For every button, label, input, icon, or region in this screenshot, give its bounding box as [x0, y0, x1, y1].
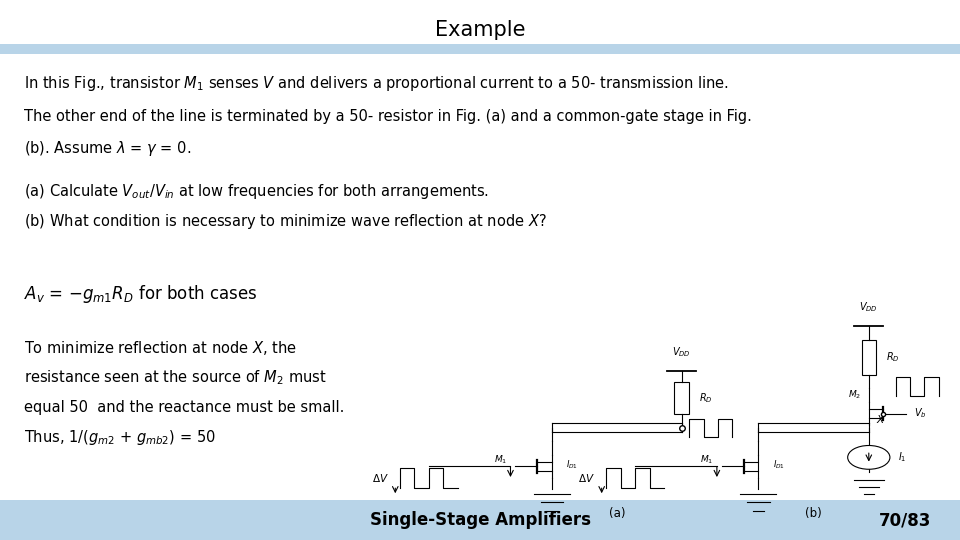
Text: (a) Calculate $\mathit{V}_{out}$/$\mathit{V}_{in}$ at low frequencies for both a: (a) Calculate $\mathit{V}_{out}$/$\mathi… [24, 182, 489, 201]
Text: $\Delta V$: $\Delta V$ [372, 472, 389, 484]
Text: $\mathit{A}_v$ = $-\mathit{g}_{m1}\mathit{R}_D$ for both cases: $\mathit{A}_v$ = $-\mathit{g}_{m1}\mathi… [24, 284, 257, 305]
Text: $M_1$: $M_1$ [700, 453, 713, 466]
Text: (a): (a) [609, 507, 625, 519]
Text: In this Fig., transistor $\mathit{M}_1$ senses $\mathit{V}$ and delivers a propo: In this Fig., transistor $\mathit{M}_1$ … [24, 74, 729, 93]
Text: $X$: $X$ [876, 413, 886, 425]
Text: resistance seen at the source of $\mathit{M}_2$ must: resistance seen at the source of $\mathi… [24, 369, 326, 387]
Text: 70/83: 70/83 [878, 511, 931, 529]
Text: $R_D$: $R_D$ [699, 391, 712, 405]
Text: $V_{DD}$: $V_{DD}$ [672, 345, 691, 359]
Text: $V_{DD}$: $V_{DD}$ [859, 300, 878, 314]
Circle shape [848, 446, 890, 469]
Bar [674, 382, 688, 414]
Text: To minimize reflection at node $\mathit{X}$, the: To minimize reflection at node $\mathit{… [24, 339, 297, 357]
Text: The other end of the line is terminated by a 50- resistor in Fig. (a) and a comm: The other end of the line is terminated … [24, 109, 752, 124]
Text: $R_D$: $R_D$ [886, 350, 900, 364]
Text: $M_2$: $M_2$ [848, 389, 861, 401]
Text: $I_{D1}$: $I_{D1}$ [773, 458, 785, 471]
Bar [861, 340, 876, 375]
Text: (b) What condition is necessary to minimize wave reflection at node $\mathit{X}$: (b) What condition is necessary to minim… [24, 212, 547, 231]
Text: $V_b$: $V_b$ [914, 407, 927, 421]
Text: $I_{D1}$: $I_{D1}$ [566, 458, 579, 471]
Bar [0, 44, 960, 54]
Text: Single-Stage Amplifiers: Single-Stage Amplifiers [370, 511, 590, 529]
Text: Thus, $1/(\mathit{g}_{m2}$ + $\mathit{g}_{mb2})$ = 50: Thus, $1/(\mathit{g}_{m2}$ + $\mathit{g}… [24, 428, 216, 447]
Text: (b). Assume $\mathit{\lambda}$ = $\mathit{\gamma}$ = 0.: (b). Assume $\mathit{\lambda}$ = $\mathi… [24, 139, 191, 158]
Text: (b): (b) [805, 507, 822, 519]
Text: equal 50  and the reactance must be small.: equal 50 and the reactance must be small… [24, 400, 345, 415]
Text: $I_1$: $I_1$ [898, 450, 906, 464]
Text: $M_1$: $M_1$ [493, 453, 507, 466]
Bar [0, 500, 960, 540]
Text: Example: Example [435, 19, 525, 40]
Text: $\Delta V$: $\Delta V$ [578, 472, 595, 484]
